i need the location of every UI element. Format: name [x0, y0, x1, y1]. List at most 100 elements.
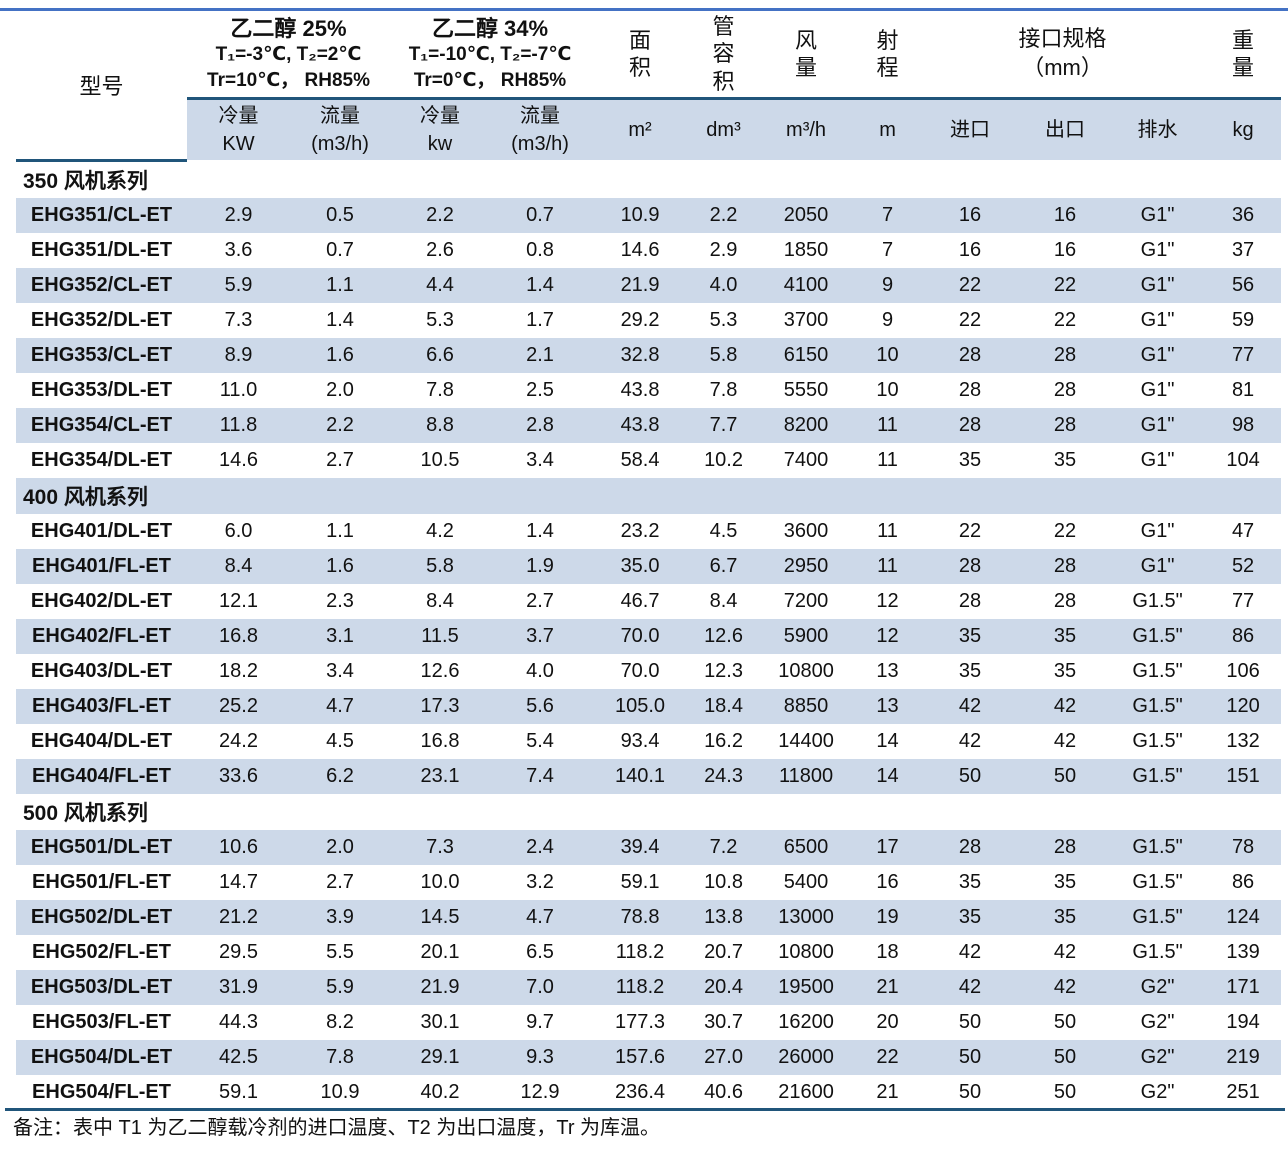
- value-cell: 7.8: [709, 378, 738, 401]
- table-row: EHG504/FL-ET 59.1 10.9 40.2 12.9 236.4 40.6 216…: [16, 1075, 1281, 1110]
- table-row: EHG401/DL-ET 6.0 1.1 4.2 1.4 23.2 4.5 3600 11 22 2…: [16, 514, 1281, 549]
- value-cell: 2.1: [526, 343, 554, 366]
- glycol34-header: 乙二醇 34% T₁=-10℃, T₂=-7℃ Tr=0℃， RH85%: [390, 11, 591, 100]
- table-row: EHG503/FL-ET 44.3 8.2 30.1 9.7 177.3 30.7 16200…: [16, 1005, 1281, 1040]
- value-cell: 70.0: [620, 624, 660, 647]
- flow25-label: 流量: [320, 105, 360, 127]
- value-cell: 3.7: [526, 624, 554, 647]
- section-header-row: 500 风机系列: [16, 794, 1281, 830]
- value-cell: 50: [958, 1045, 982, 1068]
- value-cell: 13.8: [704, 905, 743, 928]
- value-cell: 171: [1226, 975, 1260, 998]
- value-cell: 29.5: [219, 940, 258, 963]
- value-cell: 1.9: [526, 554, 554, 577]
- value-cell: 10800: [778, 940, 834, 963]
- value-cell: 7: [881, 238, 894, 261]
- value-cell: 16: [958, 238, 982, 261]
- value-cell: 2.2: [426, 203, 454, 226]
- value-cell: 0.7: [526, 203, 554, 226]
- value-cell: 42: [1053, 694, 1077, 717]
- value-cell: 50: [1053, 1080, 1077, 1103]
- tube-volume-column-header: 管容积: [690, 11, 758, 100]
- value-cell: 22: [1053, 273, 1077, 296]
- value-cell: 9.3: [526, 1045, 554, 1068]
- value-cell: 14.5: [420, 905, 460, 928]
- value-cell: 4.0: [709, 273, 738, 296]
- value-cell: 50: [1053, 764, 1077, 787]
- value-cell: 42: [958, 940, 982, 963]
- value-cell: 12.9: [520, 1080, 560, 1103]
- table-row: EHG351/CL-ET 2.9 0.5 2.2 0.7 10.9 2.2 2050 7 16 16…: [16, 197, 1282, 233]
- value-cell: 1850: [783, 238, 829, 261]
- table-row: EHG404/DL-ET 24.2 4.5 16.8 5.4 93.4 16.2 14400 1…: [16, 724, 1281, 759]
- model-cell: EHG503/FL-ET: [32, 1010, 171, 1033]
- model-cell: EHG353/CL-ET: [30, 343, 173, 366]
- value-cell: 5.9: [326, 975, 354, 998]
- throw-range-label: 射程: [876, 27, 899, 81]
- value-cell: 81: [1231, 378, 1255, 401]
- value-cell: 35.0: [620, 554, 660, 577]
- section-title: 500 风机系列: [23, 801, 148, 825]
- air-flow-unit-header: m³/h: [757, 98, 856, 160]
- value-cell: 118.2: [615, 975, 665, 998]
- value-cell: 11: [877, 448, 898, 471]
- value-cell: 6150: [783, 343, 829, 366]
- value-cell: 40.2: [420, 1080, 460, 1103]
- value-cell: 5.4: [526, 729, 554, 752]
- value-cell: 86: [1231, 870, 1255, 893]
- value-cell: 14: [876, 764, 899, 787]
- value-cell: 219: [1226, 1045, 1260, 1068]
- value-cell: 4.7: [326, 694, 354, 717]
- table-row: EHG353/DL-ET 11.0 2.0 7.8 2.5 43.8 7.8 5550 10 28…: [16, 373, 1281, 408]
- value-cell: 22: [958, 273, 982, 296]
- value-cell: 50: [1053, 1045, 1077, 1068]
- value-cell: 8.4: [224, 554, 253, 577]
- value-cell: 35: [958, 624, 982, 647]
- value-cell: 78.8: [620, 905, 660, 928]
- model-cell: EHG353/DL-ET: [30, 378, 173, 401]
- table-row: EHG401/FL-ET 8.4 1.6 5.8 1.9 35.0 6.7 2950 11 28 2…: [16, 548, 1282, 584]
- cooling34-label: 冷量: [420, 105, 461, 127]
- value-cell: 8.2: [326, 1010, 354, 1033]
- value-cell: G1.5": [1132, 870, 1183, 893]
- value-cell: 59: [1231, 308, 1255, 331]
- value-cell: 12.6: [704, 624, 743, 647]
- value-cell: 6.7: [709, 554, 738, 577]
- value-cell: 3.1: [326, 624, 354, 647]
- table-row: EHG354/CL-ET 11.8 2.2 8.8 2.8 43.8 7.7 8200 11 28…: [16, 407, 1282, 443]
- value-cell: 10: [876, 343, 899, 366]
- value-cell: 23.1: [420, 764, 460, 787]
- glycol25-temps: T₁=-3℃, T₂=2℃: [215, 44, 362, 66]
- value-cell: 28: [1053, 413, 1077, 436]
- bottom-rule-line: [5, 1108, 1285, 1111]
- model-cell: EHG502/FL-ET: [32, 940, 171, 963]
- section-title: 400 风机系列: [23, 485, 148, 509]
- value-cell: 11: [877, 413, 898, 436]
- value-cell: 16.8: [219, 624, 258, 647]
- value-cell: 4.7: [526, 905, 554, 928]
- value-cell: 28: [958, 343, 982, 366]
- table-row: EHG402/FL-ET 16.8 3.1 11.5 3.7 70.0 12.6 5900 12…: [16, 618, 1282, 654]
- model-cell: EHG502/DL-ET: [30, 905, 173, 928]
- value-cell: G1.5": [1132, 589, 1183, 612]
- value-cell: 17: [876, 835, 899, 858]
- value-cell: 10.2: [704, 448, 743, 471]
- value-cell: G1": [1140, 343, 1175, 366]
- value-cell: 11800: [778, 764, 834, 787]
- value-cell: 35: [958, 659, 982, 682]
- value-cell: 4.4: [426, 273, 454, 296]
- value-cell: 0.8: [526, 238, 554, 261]
- value-cell: 1.1: [326, 519, 354, 542]
- value-cell: 7.0: [526, 975, 554, 998]
- model-cell: EHG403/DL-ET: [30, 659, 173, 682]
- value-cell: 3.2: [526, 870, 554, 893]
- value-cell: 14: [876, 729, 899, 752]
- value-cell: 46.7: [620, 589, 660, 612]
- value-cell: 118.2: [615, 940, 665, 963]
- inlet-column-header: 进口: [920, 98, 1021, 160]
- flow34-unit: (m3/h): [511, 133, 569, 155]
- value-cell: 28: [958, 378, 982, 401]
- value-cell: 28: [1053, 378, 1077, 401]
- value-cell: 35: [1053, 624, 1077, 647]
- value-cell: 2050: [783, 203, 829, 226]
